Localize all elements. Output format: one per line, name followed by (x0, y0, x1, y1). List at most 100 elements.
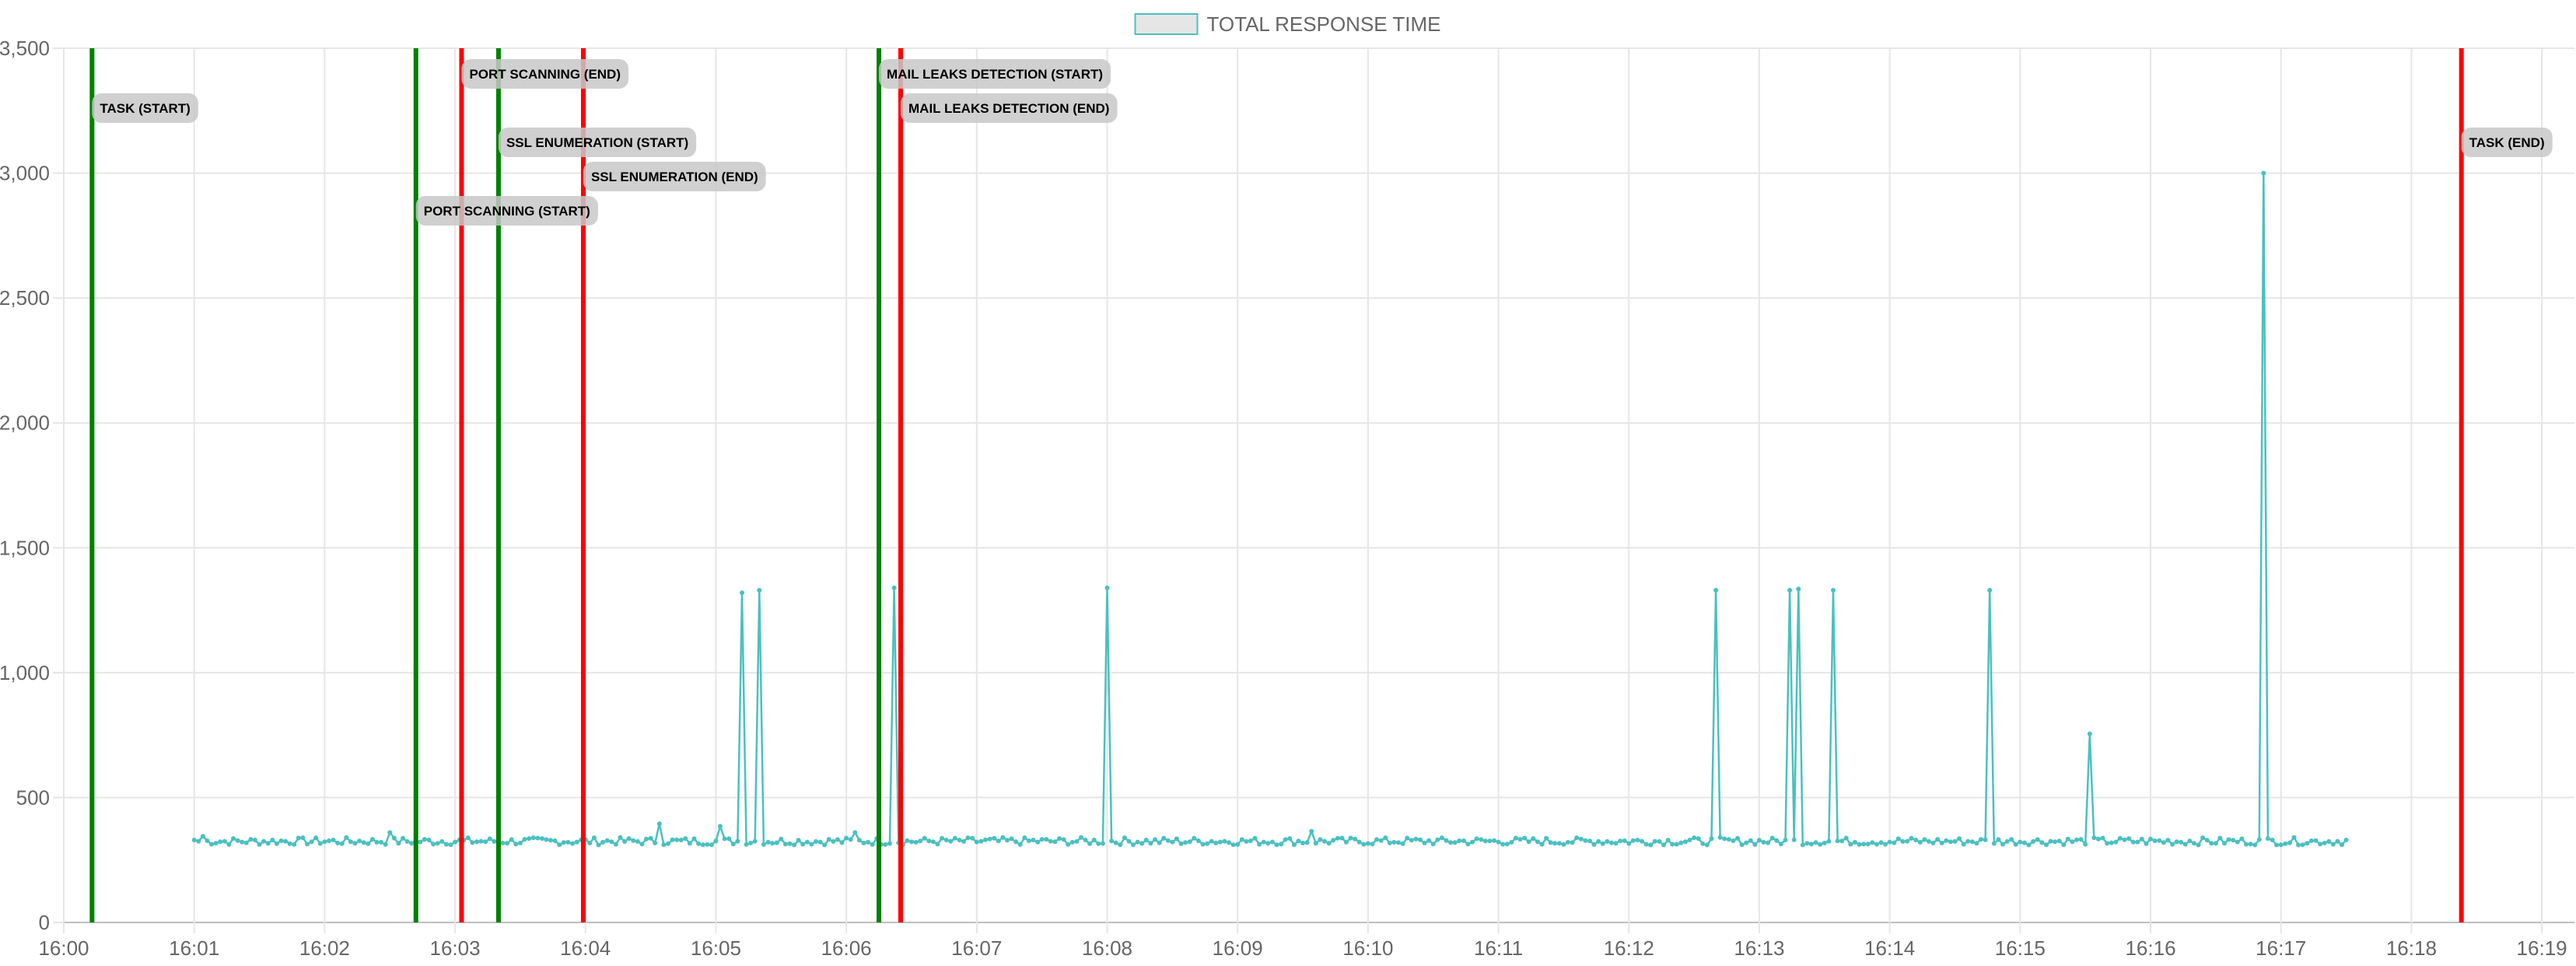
legend[interactable]: TOTAL RESPONSE TIME (1134, 12, 1441, 36)
data-point (1269, 839, 1275, 845)
data-point (2109, 840, 2114, 845)
data-point (422, 837, 427, 842)
data-point (1905, 838, 1909, 844)
data-point (2182, 842, 2188, 847)
data-point (670, 837, 675, 842)
data-point (2235, 839, 2240, 845)
data-point (226, 842, 232, 847)
data-point (1422, 840, 1427, 845)
data-point (1717, 835, 1723, 840)
data-point (965, 835, 971, 841)
annotation-label-box (461, 59, 629, 89)
annotation-label-text: MAIL LEAKS DETECTION (END) (908, 101, 1109, 116)
data-point (309, 839, 314, 845)
data-point (1222, 838, 1227, 844)
data-point (1522, 835, 1528, 841)
data-point (401, 835, 405, 841)
data-point (1831, 587, 1836, 593)
data-point (1209, 838, 1214, 844)
annotation-label-text: PORT SCANNING (END) (469, 67, 621, 82)
data-point (1126, 838, 1132, 844)
data-point (492, 838, 497, 844)
data-point (1583, 838, 1588, 843)
x-tick-label: 16:01 (169, 936, 219, 960)
data-point (1004, 838, 1010, 843)
data-point (1517, 837, 1523, 842)
data-point (1887, 839, 1892, 845)
data-point (1848, 842, 1853, 847)
data-point (2231, 838, 2236, 843)
data-point (891, 585, 897, 590)
data-point (718, 824, 723, 829)
annotation-label: MAIL LEAKS DETECTION (START) (879, 59, 1111, 89)
data-point (1492, 838, 1496, 843)
data-point (557, 842, 562, 848)
data-point (1348, 835, 1353, 841)
data-point (1230, 842, 1236, 848)
data-point (1570, 840, 1575, 845)
x-tick-label: 16:10 (1342, 936, 1393, 960)
data-point (1000, 835, 1006, 840)
data-point (1979, 837, 1983, 842)
data-point (661, 842, 667, 848)
data-point (1153, 837, 1157, 842)
data-point (2095, 836, 2101, 842)
data-point (1109, 838, 1115, 844)
x-tick-label: 16:02 (299, 936, 350, 960)
data-point (1843, 835, 1849, 841)
data-point (1013, 839, 1019, 845)
data-point (2265, 836, 2270, 842)
data-point (2187, 838, 2193, 844)
data-point (1487, 838, 1493, 844)
data-point (1318, 837, 1323, 842)
data-point (1026, 838, 1031, 843)
data-point (1640, 838, 1644, 844)
data-point (361, 840, 366, 845)
data-point (1339, 835, 1345, 841)
data-point (222, 838, 227, 844)
data-point (940, 835, 945, 841)
data-point (804, 839, 810, 845)
data-point (1227, 840, 1231, 845)
data-point (2117, 835, 2123, 841)
data-point (274, 841, 279, 846)
data-point (1809, 842, 1814, 847)
data-point (2239, 836, 2245, 842)
data-point (1969, 839, 1975, 845)
data-point (2165, 838, 2171, 843)
data-point (1526, 839, 1531, 845)
data-point (1587, 838, 1592, 844)
data-point (779, 836, 784, 842)
data-point (283, 838, 289, 844)
data-point (1661, 842, 1666, 848)
data-point (1439, 835, 1444, 841)
data-point (1531, 836, 1536, 842)
data-point (1418, 837, 1423, 842)
data-point (709, 842, 714, 848)
annotation-label-text: TASK (END) (2469, 135, 2545, 150)
data-point (257, 842, 262, 847)
data-point (379, 839, 383, 845)
data-point (1987, 587, 1993, 593)
data-point (1356, 839, 1362, 845)
annotation-label-text: PORT SCANNING (START) (424, 204, 590, 219)
data-point (2248, 842, 2253, 847)
y-tick-label: 1,500 (0, 536, 50, 559)
data-point (705, 842, 710, 847)
data-point (1926, 838, 1931, 844)
data-point (1148, 841, 1153, 846)
data-point (974, 839, 979, 845)
data-point (1605, 838, 1610, 844)
data-point (2343, 838, 2349, 842)
data-point (2318, 842, 2322, 847)
series-points (191, 170, 2349, 848)
x-tick-label: 16:19 (2517, 936, 2567, 960)
data-point (596, 842, 601, 848)
data-point (1787, 587, 1793, 593)
data-point (465, 835, 471, 841)
data-point (2065, 836, 2070, 842)
data-point (1313, 841, 1318, 846)
data-point (369, 837, 375, 842)
